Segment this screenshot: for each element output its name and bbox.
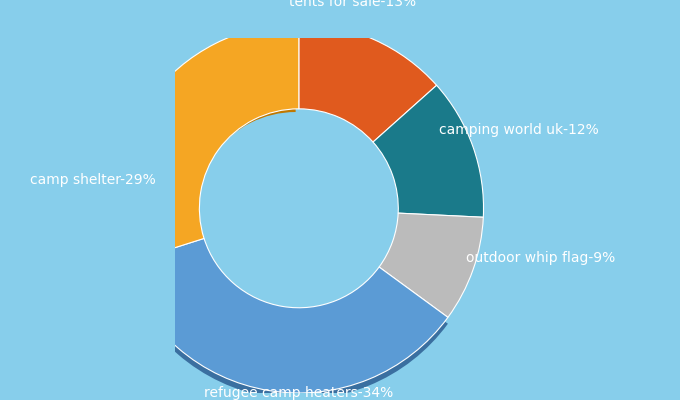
Wedge shape: [123, 238, 448, 393]
Wedge shape: [123, 245, 448, 399]
Text: outdoor whip flag-9%: outdoor whip flag-9%: [466, 251, 615, 265]
Wedge shape: [379, 213, 483, 317]
Text: camping world uk-12%: camping world uk-12%: [439, 123, 599, 137]
Text: camp shelter-29%: camp shelter-29%: [30, 173, 156, 187]
Wedge shape: [114, 24, 299, 264]
Text: refugee camp heaters-34%: refugee camp heaters-34%: [204, 386, 394, 400]
Wedge shape: [299, 24, 437, 142]
Text: tents for sale-13%: tents for sale-13%: [288, 0, 415, 9]
Wedge shape: [111, 27, 296, 268]
Wedge shape: [373, 85, 483, 217]
